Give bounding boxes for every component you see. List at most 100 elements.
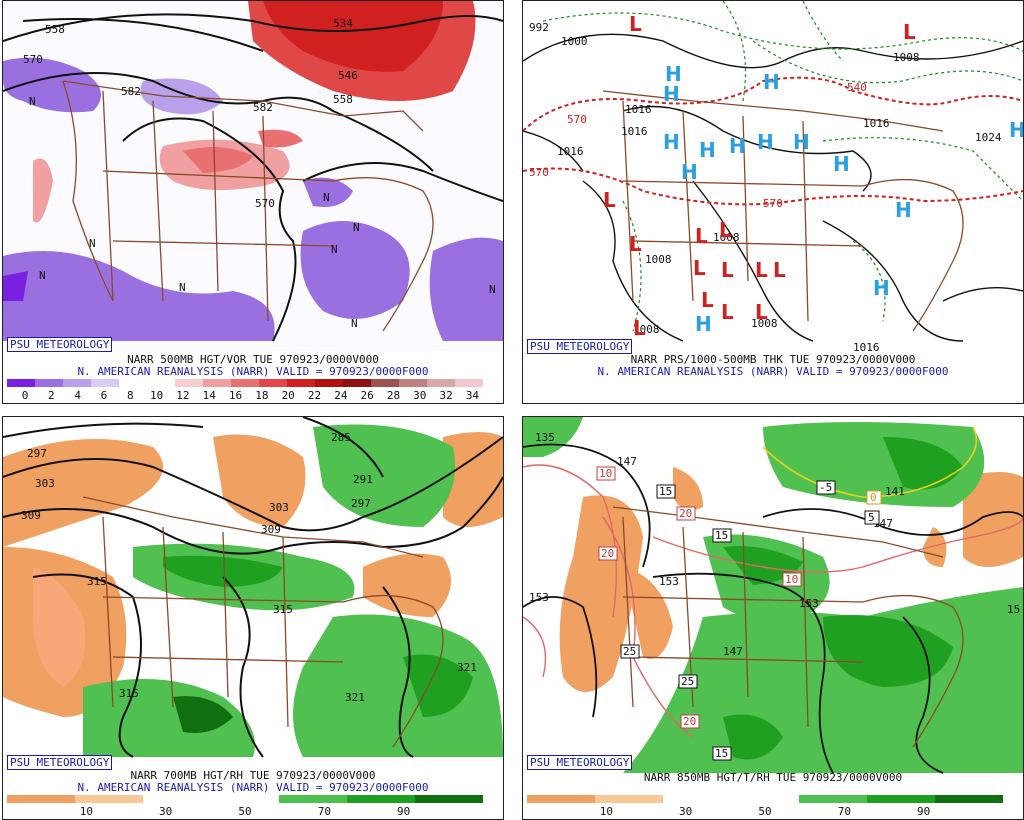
high-pressure-marker: H (763, 70, 780, 94)
vorticity-marker: N (39, 269, 46, 282)
temp-box: 15 (712, 528, 732, 543)
caption-title: NARR 700MB HGT/RH TUE 970923/0000V000 (130, 769, 376, 782)
colorbar-swatch (35, 379, 63, 387)
colorbar-tick-label: 70 (837, 805, 851, 818)
rh-colorbar (7, 795, 483, 803)
temp-box: 20 (680, 714, 700, 729)
thickness-label: 570 (763, 197, 783, 210)
temp-label: 25 (623, 645, 636, 658)
temp-box: 25 (620, 644, 640, 659)
colorbar-swatch (203, 379, 231, 387)
pressure-label: 992 (529, 21, 549, 34)
thickness-label: 540 (847, 81, 867, 94)
caption-valid: N. AMERICAN REANALYSIS (NARR) VALID = 97… (77, 781, 429, 794)
colorbar-swatch (211, 795, 279, 803)
caption-valid: N. AMERICAN REANALYSIS (NARR) VALID = 97… (597, 365, 949, 378)
colorbar-tick-label: 50 (238, 805, 252, 818)
map-850mb: 135 147 141 153 153 147 153 147 15 10 15… (523, 417, 1023, 774)
temp-label: -5 (819, 481, 832, 494)
contour-label: 141 (885, 485, 905, 498)
vorticity-marker: N (179, 281, 186, 294)
colorbar-swatch (63, 379, 91, 387)
colorbar-swatch (7, 379, 35, 387)
vorticity-marker: N (323, 191, 330, 204)
contour-label: 309 (261, 523, 281, 536)
brand-label: PSU METEOROLOGY (527, 755, 633, 770)
vorticity-colorbar (7, 379, 483, 387)
pressure-label: 1008 (713, 231, 740, 244)
contour-label: 582 (253, 101, 273, 114)
colorbar-tick-label: 28 (386, 389, 401, 402)
contour-label: 546 (338, 69, 358, 82)
colorbar-swatch (147, 379, 175, 387)
high-pressure-marker: H (729, 134, 746, 158)
colorbar-swatch (231, 379, 259, 387)
high-pressure-marker: H (681, 160, 698, 184)
colorbar-swatch (343, 379, 371, 387)
colorbar-tick-label: 10 (79, 805, 93, 818)
vorticity-marker: N (489, 283, 496, 296)
colorbar-tick-label: 50 (758, 805, 772, 818)
colorbar-tick-label: 6 (100, 389, 108, 402)
colorbar-swatch (279, 795, 347, 803)
pressure-label: 1016 (625, 103, 652, 116)
contour-label: 153 (799, 597, 819, 610)
colorbar-tick-label: 2 (48, 389, 55, 402)
low-pressure-marker: L (629, 12, 642, 36)
contour-label: 297 (351, 497, 371, 510)
temp-box: 20 (676, 506, 696, 521)
contour-label: 582 (121, 85, 141, 98)
contour-label: 558 (333, 93, 353, 106)
temp-box: 5 (864, 510, 880, 525)
colorbar-tick-label: 20 (281, 389, 295, 402)
pressure-label: 1008 (633, 323, 660, 336)
temp-box: -5 (816, 480, 836, 495)
colorbar-swatch (415, 795, 483, 803)
colorbar-tick-label: 4 (74, 389, 81, 402)
colorbar-tick-label: 24 (334, 389, 348, 402)
low-pressure-marker: L (755, 300, 768, 324)
colorbar-swatch (867, 795, 935, 803)
high-pressure-marker: H (663, 130, 680, 154)
temp-label: 10 (785, 573, 798, 586)
caption-title: NARR PRS/1000-500MB THK TUE 970923/0000V… (630, 353, 916, 366)
contour-label: 135 (535, 431, 555, 444)
low-pressure-marker: L (695, 224, 708, 248)
colorbar-tick-label: 30 (679, 805, 693, 818)
pressure-label: 1016 (863, 117, 890, 130)
vorticity-marker: N (89, 237, 96, 250)
contour-label: 147 (617, 455, 637, 468)
colorbar-tick-label: 14 (202, 389, 216, 402)
temp-label: 15 (659, 485, 672, 498)
high-pressure-marker: H (665, 62, 682, 86)
colorbar-tick-label: 70 (317, 805, 331, 818)
temp-label: 0 (870, 491, 877, 504)
pressure-label: 1000 (561, 35, 588, 48)
contour-label: 153 (659, 575, 679, 588)
caption-title: NARR 850MB HGT/T/RH TUE 970923/0000V000 (643, 771, 903, 784)
colorbar-tick-label: 90 (917, 805, 931, 818)
pressure-label: 1008 (645, 253, 672, 266)
contour-label: 315 (119, 687, 139, 700)
low-pressure-marker: L (719, 218, 732, 242)
contour-label: 315 (273, 603, 293, 616)
panel-1000-500mb-thickness: 1000 1016 1016 1016 1008 1008 1008 1008 … (522, 0, 1024, 404)
panel-700mb-hgt-rh: 285 291 297 297 303 309 309 303 315 315 … (2, 416, 504, 820)
pressure-label: 1016 (853, 341, 880, 354)
colorbar-tick-label: 22 (307, 389, 322, 402)
contour-label: 309 (21, 509, 41, 522)
colorbar-tick-label: 30 (413, 389, 427, 402)
colorbar-swatch (119, 379, 147, 387)
high-pressure-marker: H (1009, 118, 1023, 142)
colorbar-swatch (175, 379, 203, 387)
pressure-label: 1016 (557, 145, 584, 158)
contour-label: 291 (353, 473, 373, 486)
contour-label: 153 (529, 591, 549, 604)
temp-box: 0 (866, 490, 882, 505)
temp-box: 25 (678, 674, 698, 689)
low-pressure-marker: L (721, 300, 734, 324)
brand-label: PSU METEOROLOGY (527, 339, 633, 354)
colorbar-swatch (455, 379, 483, 387)
high-pressure-marker: H (873, 276, 890, 300)
colorbar-tick-label: 32 (439, 389, 453, 402)
